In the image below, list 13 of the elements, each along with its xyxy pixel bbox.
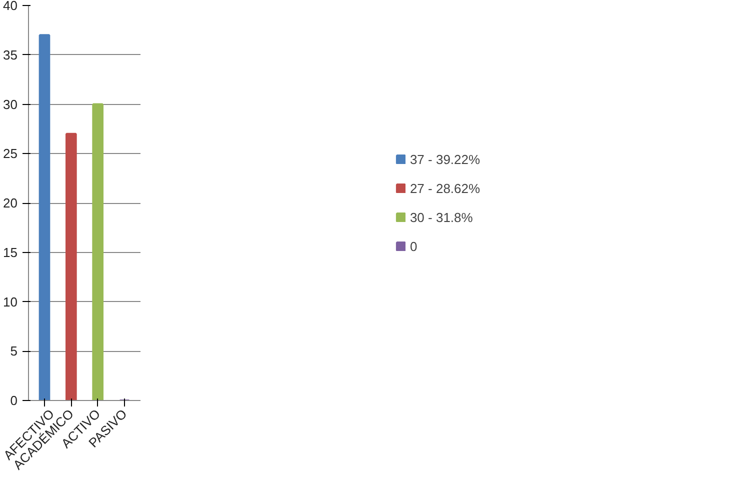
y-tick-label: 15 <box>3 244 18 260</box>
legend-label: 27 - 28.62% <box>410 180 480 196</box>
y-tick-label: 20 <box>3 196 18 210</box>
y-tick-label: 5 <box>10 344 18 359</box>
y-tick-label: 35 <box>3 47 18 62</box>
y-tick-label: 25 <box>3 146 18 162</box>
y-tick-label: 0 <box>10 393 18 408</box>
legend-label: 30 - 31.8% <box>410 210 473 224</box>
y-tick-label: 30 <box>3 96 18 112</box>
y-tick-label: 10 <box>3 294 18 310</box>
legend-label: 37 - 39.22% <box>410 152 480 166</box>
y-tick-label: 40 <box>3 0 18 13</box>
legend-label: 0 <box>410 238 418 254</box>
